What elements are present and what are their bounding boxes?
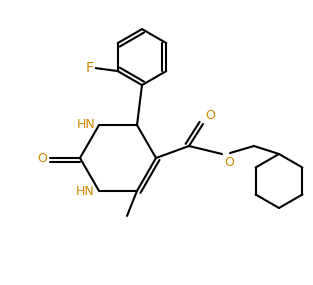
Text: O: O (37, 152, 47, 164)
Text: O: O (224, 156, 234, 169)
Text: F: F (86, 61, 94, 75)
Text: HN: HN (76, 186, 95, 198)
Text: O: O (205, 109, 215, 122)
Text: HN: HN (76, 118, 95, 131)
